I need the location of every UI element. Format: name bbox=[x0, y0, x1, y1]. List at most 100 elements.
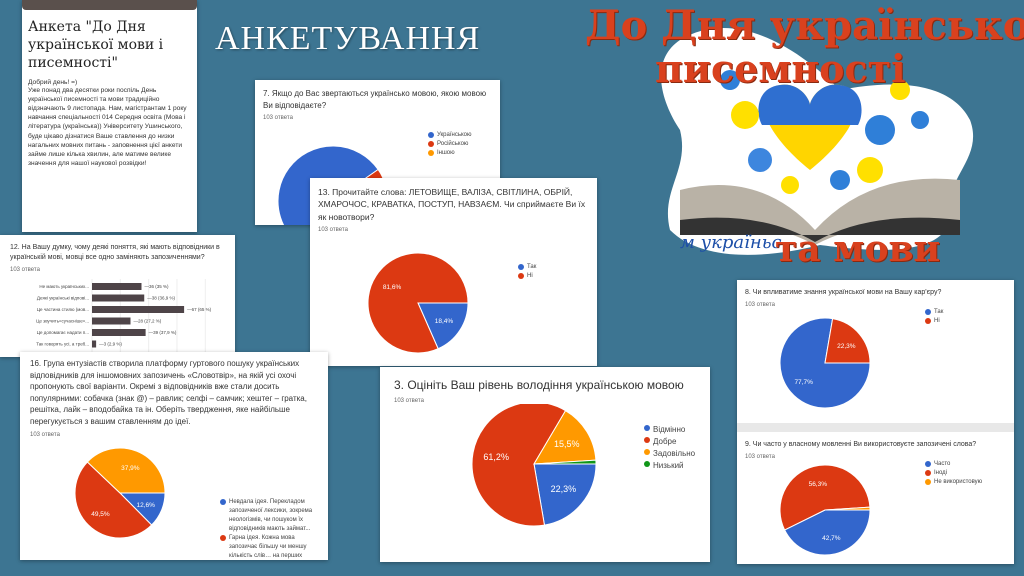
q13-response-count: 103 ответа bbox=[318, 226, 348, 233]
legend-item: Ні bbox=[925, 317, 1005, 326]
bar-category-label: Це звучить«сучасніше»... bbox=[36, 319, 89, 324]
survey-description: Уже понад два десятки роки поспіль День … bbox=[28, 86, 187, 168]
legend-label: Російською bbox=[437, 141, 469, 148]
bar-0 bbox=[92, 283, 142, 291]
legend-dot bbox=[518, 263, 524, 270]
legend-item: Українською bbox=[428, 131, 498, 140]
legend-label: Ні bbox=[934, 318, 940, 325]
legend-dot bbox=[428, 150, 434, 157]
q3-legend: Відмінно Добре Задовільно Низький bbox=[644, 424, 710, 472]
right-panel: 8. Чи впливатиме знання української мови… bbox=[737, 280, 1014, 564]
q7-question: 7. Якщо до Вас звертаються українсько мо… bbox=[263, 89, 487, 110]
legend-dot bbox=[644, 425, 650, 432]
bar-value-label: —39 (37,9 %) bbox=[149, 330, 177, 335]
legend-dot bbox=[428, 141, 434, 148]
q16-slice-1 bbox=[74, 460, 153, 538]
banner-line-3: та мови bbox=[775, 228, 941, 270]
legend-item: Так bbox=[925, 308, 1005, 317]
legend-item: Іноді bbox=[925, 469, 1014, 478]
legend-dot bbox=[220, 498, 226, 505]
q3-response-count: 103 ответа bbox=[394, 398, 424, 405]
bar-5 bbox=[92, 340, 97, 348]
q9-response-count: 103 ответа bbox=[745, 454, 775, 461]
q3-slice-label-1: 61,2% bbox=[483, 452, 509, 462]
q16-legend: Невдала ідея. Перекладом запозиченої лек… bbox=[220, 498, 320, 560]
legend-label: Низький bbox=[653, 461, 684, 471]
bar-category-label: Це допомагає надати п... bbox=[37, 330, 89, 335]
q16-slice-2 bbox=[86, 447, 166, 494]
q16-slice-label-1: 49,5% bbox=[91, 510, 110, 517]
legend-dot bbox=[925, 318, 931, 325]
q8-slice-label-1: 22,3% bbox=[837, 343, 856, 350]
legend-dot bbox=[220, 534, 226, 541]
q12-question: 12. На Вашу думку, чому деякі поняття, я… bbox=[10, 244, 220, 262]
bar-category-label: Деякі українські відпові... bbox=[37, 296, 89, 301]
legend-item: Ні bbox=[518, 272, 588, 281]
q16-response-count: 103 ответа bbox=[30, 431, 60, 438]
legend-item: Задовільно bbox=[644, 448, 710, 460]
slide-title: АНКЕТУВАННЯ bbox=[215, 20, 481, 57]
q12-bar-chart: Не мають українських... —36 (35 %) Деякі у… bbox=[36, 279, 235, 357]
bar-2 bbox=[92, 306, 185, 314]
bar-1 bbox=[92, 294, 145, 302]
q16-pie: 12,6% 49,5% 37,9% bbox=[74, 447, 166, 538]
q3-slice-label-0: 22,3% bbox=[551, 484, 577, 494]
q13-card: 13. Прочитайте слова: ЛЕТОВИЩЕ, ВАЛІЗА, … bbox=[310, 178, 597, 366]
q9-slice-label-0: 42,7% bbox=[822, 535, 841, 542]
q12-response-count: 103 ответа bbox=[10, 267, 40, 274]
q9-slice-label-1: 56,3% bbox=[809, 481, 828, 488]
q13-pie: 18,4% 81,6% bbox=[367, 252, 469, 354]
q16-slice-label-0: 12,6% bbox=[137, 501, 156, 508]
q7-response-count: 103 ответа bbox=[263, 115, 293, 122]
q8-response-count: 103 ответа bbox=[745, 302, 775, 309]
q13-slice-label-1: 81,6% bbox=[383, 284, 402, 291]
q3-pie: 22,3% 61,2% 15,5% bbox=[471, 401, 597, 527]
q9-legend: Часто Іноді Не використовую bbox=[925, 460, 1014, 487]
bar-4 bbox=[92, 329, 146, 337]
q9-slice-2 bbox=[824, 506, 871, 511]
legend-dot bbox=[925, 309, 931, 316]
q16-question: 16. Група ентузіастів створила платформу… bbox=[30, 359, 307, 426]
legend-label: Часто bbox=[934, 461, 951, 468]
bar-category-label: Так говорять усі, а треб... bbox=[36, 342, 89, 347]
q13-legend: Так Ні bbox=[518, 263, 588, 281]
legend-label: Невдала ідея. Перекладом запозиченої лек… bbox=[229, 498, 313, 532]
legend-label: Не використовую bbox=[934, 479, 983, 486]
legend-label: Іншою bbox=[437, 150, 455, 157]
legend-dot bbox=[518, 272, 524, 279]
legend-item: Так bbox=[518, 263, 588, 272]
legend-item: Не використовую bbox=[925, 478, 1014, 487]
legend-dot bbox=[925, 470, 931, 477]
banner-line-2: писемності bbox=[655, 46, 906, 91]
legend-label: Добре bbox=[653, 437, 677, 447]
q8-legend: Так Ні bbox=[925, 308, 1005, 326]
q8-card: 8. Чи впливатиме знання української мови… bbox=[737, 280, 1014, 423]
q9-slice-1 bbox=[779, 464, 871, 531]
legend-label: Гарна ідея. Кожна мова запозичає більшу … bbox=[229, 534, 307, 559]
banner-line-1: До Дня української bbox=[585, 2, 1024, 49]
q9-slice-0 bbox=[783, 509, 871, 556]
bar-3 bbox=[92, 317, 131, 325]
q3-card: 3. Оцініть Ваш рівень володіння українсь… bbox=[380, 367, 710, 562]
q12-card: 12. На Вашу думку, чому деякі поняття, я… bbox=[0, 235, 235, 357]
q7-legend: Українською Російською Іншою bbox=[428, 131, 498, 158]
bar-category-label: Це частина стилю (мов... bbox=[37, 307, 89, 312]
bar-value-label: —38 (36,9 %) bbox=[147, 296, 175, 301]
q13-question: 13. Прочитайте слова: ЛЕТОВИЩЕ, ВАЛІЗА, … bbox=[318, 187, 586, 222]
legend-label: Українською bbox=[437, 132, 472, 139]
q3-question: 3. Оцініть Ваш рівень володіння українсь… bbox=[394, 378, 684, 392]
bar-value-label: —28 (27,2 %) bbox=[133, 319, 161, 324]
legend-dot bbox=[644, 461, 650, 468]
q16-slice-label-2: 37,9% bbox=[121, 465, 140, 472]
q16-card: 16. Група ентузіастів створила платформу… bbox=[20, 352, 328, 560]
legend-item: Добре bbox=[644, 436, 710, 448]
legend-dot bbox=[644, 437, 650, 444]
q9-card: 9. Чи часто у власному мовленні Ви викор… bbox=[737, 432, 1014, 564]
legend-item: Низький bbox=[644, 460, 710, 472]
legend-label: Так bbox=[934, 309, 944, 316]
bar-value-label: —36 (35 %) bbox=[144, 284, 169, 289]
survey-title: Анкета "До Дня української мови і писемн… bbox=[28, 19, 164, 72]
q3-slice-label-2: 15,5% bbox=[554, 439, 580, 449]
legend-label: Задовільно bbox=[653, 449, 696, 459]
bar-value-label: —67 (65 %) bbox=[187, 307, 212, 312]
